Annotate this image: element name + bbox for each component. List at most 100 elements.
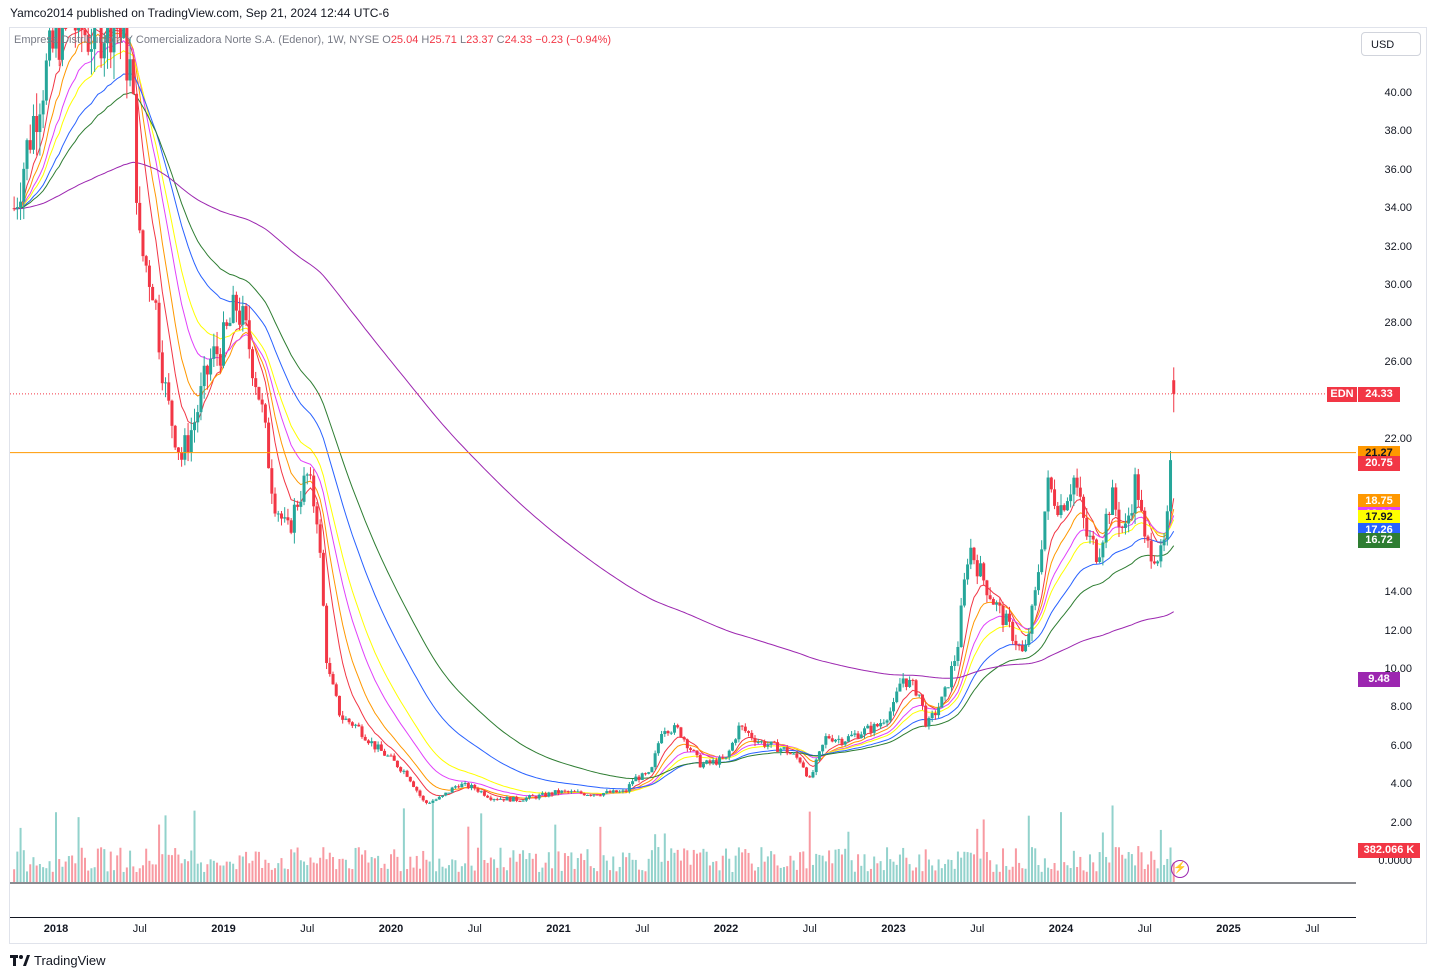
volume-bar [853, 871, 856, 882]
volume-bar [322, 847, 325, 882]
candle-body [466, 783, 470, 789]
volume-bar [418, 868, 421, 882]
candle-body [308, 474, 312, 476]
candle-body [93, 28, 97, 50]
volume-bar [921, 871, 924, 882]
price-badge: 18.75 [1358, 494, 1400, 509]
volume-bar [1021, 868, 1024, 882]
candle-body [1053, 489, 1057, 506]
candle-body [373, 741, 377, 750]
volume-bar [821, 855, 824, 882]
tradingview-logo-icon [10, 954, 30, 966]
volume-bar [1166, 858, 1169, 882]
candle-body [1020, 645, 1024, 652]
time-axis[interactable]: 2018 Jul 2019 Jul 2020 Jul 2021 Jul 2022 Jul 2023 J… [10, 917, 1356, 944]
volume-bar [628, 852, 631, 882]
candle-body [537, 794, 541, 799]
candle-body [560, 790, 564, 793]
candle-body [911, 679, 915, 681]
symbol-title[interactable]: Empresa Distribuidora Y Comercializadora… [14, 34, 380, 46]
volume-bar [992, 871, 995, 882]
candle-body [1104, 513, 1108, 543]
candle-body [28, 140, 32, 150]
lightning-icon[interactable]: ⚡ [1171, 860, 1189, 878]
volume-bar [789, 855, 792, 882]
volume-bar [811, 864, 814, 882]
footer-brand[interactable]: TradingView [10, 953, 106, 968]
volume-bar [425, 859, 428, 882]
volume-bar [1088, 854, 1091, 882]
volume-bar [122, 871, 125, 882]
volume-bar [840, 854, 843, 882]
price-axis[interactable]: 40.00 38.00 36.00 34.00 32.00 30.00 28.00 26.00… [1356, 28, 1426, 884]
volume-bar [692, 849, 695, 882]
volume-bar [364, 850, 367, 882]
high-label: H [421, 34, 430, 46]
price-tick-label: 14.00 [1384, 586, 1412, 599]
volume-bar [370, 857, 373, 882]
candle-body [528, 795, 532, 798]
candle-body [331, 674, 335, 685]
candle-body [840, 738, 844, 745]
candle-body [273, 493, 277, 514]
candle-body [917, 694, 921, 696]
volume-bar [1153, 859, 1156, 882]
volume-bar [560, 870, 563, 882]
candle-body [801, 762, 805, 768]
candle-body [151, 286, 155, 301]
candle-body [908, 679, 912, 687]
volume-bar [889, 859, 892, 882]
volume-bar [580, 853, 583, 882]
candle-body [431, 800, 435, 803]
volume-bar [216, 862, 219, 882]
volume-bar [386, 868, 389, 882]
price-tick-label: 8.00 [1390, 701, 1412, 714]
candle-body [920, 694, 924, 706]
candle-body [663, 731, 667, 735]
candle-body [962, 579, 966, 606]
volume-bar [303, 861, 306, 882]
candle-body [325, 605, 329, 664]
candle-body [763, 741, 767, 747]
volume-bar [106, 871, 109, 882]
volume-bar [1095, 871, 1098, 882]
candle-body [1114, 487, 1118, 510]
volume-bar [1027, 815, 1030, 882]
volume-bar [647, 858, 650, 882]
volume-bar [1056, 870, 1059, 882]
volume-bar [212, 860, 215, 882]
currency-button[interactable]: USD [1361, 32, 1421, 56]
candle-body [718, 757, 722, 765]
candle-body [254, 378, 258, 388]
price-tick-label: 4.00 [1390, 778, 1412, 791]
candle-body [283, 517, 287, 519]
volume-bar [1111, 805, 1114, 882]
volume-bar [1143, 869, 1146, 882]
volume-bar [866, 871, 869, 882]
volume-bar [766, 856, 769, 882]
volume-bar [132, 866, 135, 882]
volume-bar [1079, 856, 1082, 882]
volume-bar [944, 863, 947, 882]
volume-bar [338, 858, 341, 882]
candle-body [337, 695, 341, 716]
candle-body [747, 731, 751, 733]
volume-bar [937, 859, 940, 882]
candle-body [286, 517, 290, 521]
candle-body [953, 660, 957, 666]
volume-bar [390, 854, 392, 882]
volume-bar [119, 847, 122, 882]
candle-body [866, 725, 870, 729]
candle-body [714, 760, 718, 765]
price-chart[interactable] [10, 28, 1356, 884]
candle-body [73, 28, 77, 31]
volume-bar [332, 857, 335, 882]
candle-body [837, 738, 841, 740]
volume-bar [815, 853, 818, 882]
volume-bar [631, 859, 634, 882]
volume-bar [869, 868, 872, 882]
candle-body [672, 725, 676, 733]
volume-bar [918, 854, 921, 882]
candle-body [569, 791, 573, 793]
volume-bar [135, 871, 138, 882]
